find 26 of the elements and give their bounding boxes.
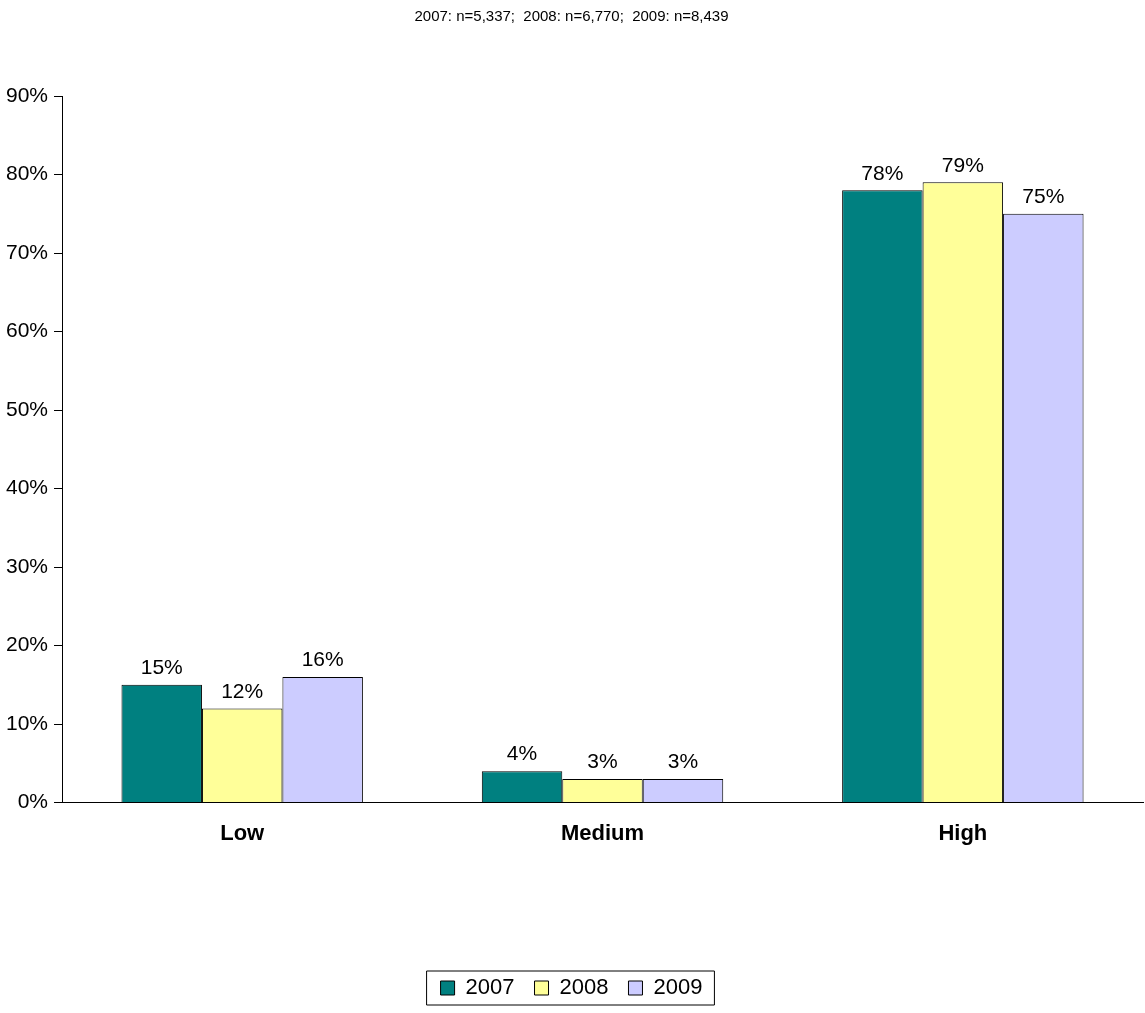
- x-tick-label: High: [938, 819, 988, 845]
- data-label: 78%: [861, 160, 904, 184]
- y-tick-label: 0%: [17, 789, 49, 813]
- data-label: 15%: [140, 655, 183, 679]
- chart-title: 2007: n=5,337; 2008: n=6,770; 2009: n=8,439: [414, 7, 729, 25]
- data-label: 4%: [506, 741, 538, 765]
- y-tick-label: 70%: [6, 239, 49, 263]
- y-tick-label: 20%: [6, 632, 49, 656]
- data-label: 3%: [587, 749, 618, 773]
- legend-label: 2009: [653, 974, 703, 1000]
- y-tick-label: 80%: [6, 161, 49, 185]
- y-tick-label: 50%: [6, 396, 49, 420]
- data-label: 16%: [301, 647, 344, 671]
- y-tick-label: 60%: [6, 318, 49, 342]
- y-tick-label: 10%: [6, 710, 49, 734]
- data-label: 3%: [667, 749, 699, 773]
- data-label: 75%: [1022, 184, 1065, 208]
- x-tick-label: Medium: [560, 819, 645, 845]
- y-tick-label: 40%: [6, 475, 49, 499]
- data-label: 79%: [941, 152, 984, 176]
- x-tick-label: Low: [220, 819, 266, 845]
- y-tick-label: 90%: [6, 82, 49, 106]
- y-tick-label: 30%: [6, 553, 49, 577]
- legend-label: 2007: [465, 974, 515, 1000]
- legend-label: 2008: [559, 974, 609, 1000]
- data-label: 12%: [221, 678, 264, 702]
